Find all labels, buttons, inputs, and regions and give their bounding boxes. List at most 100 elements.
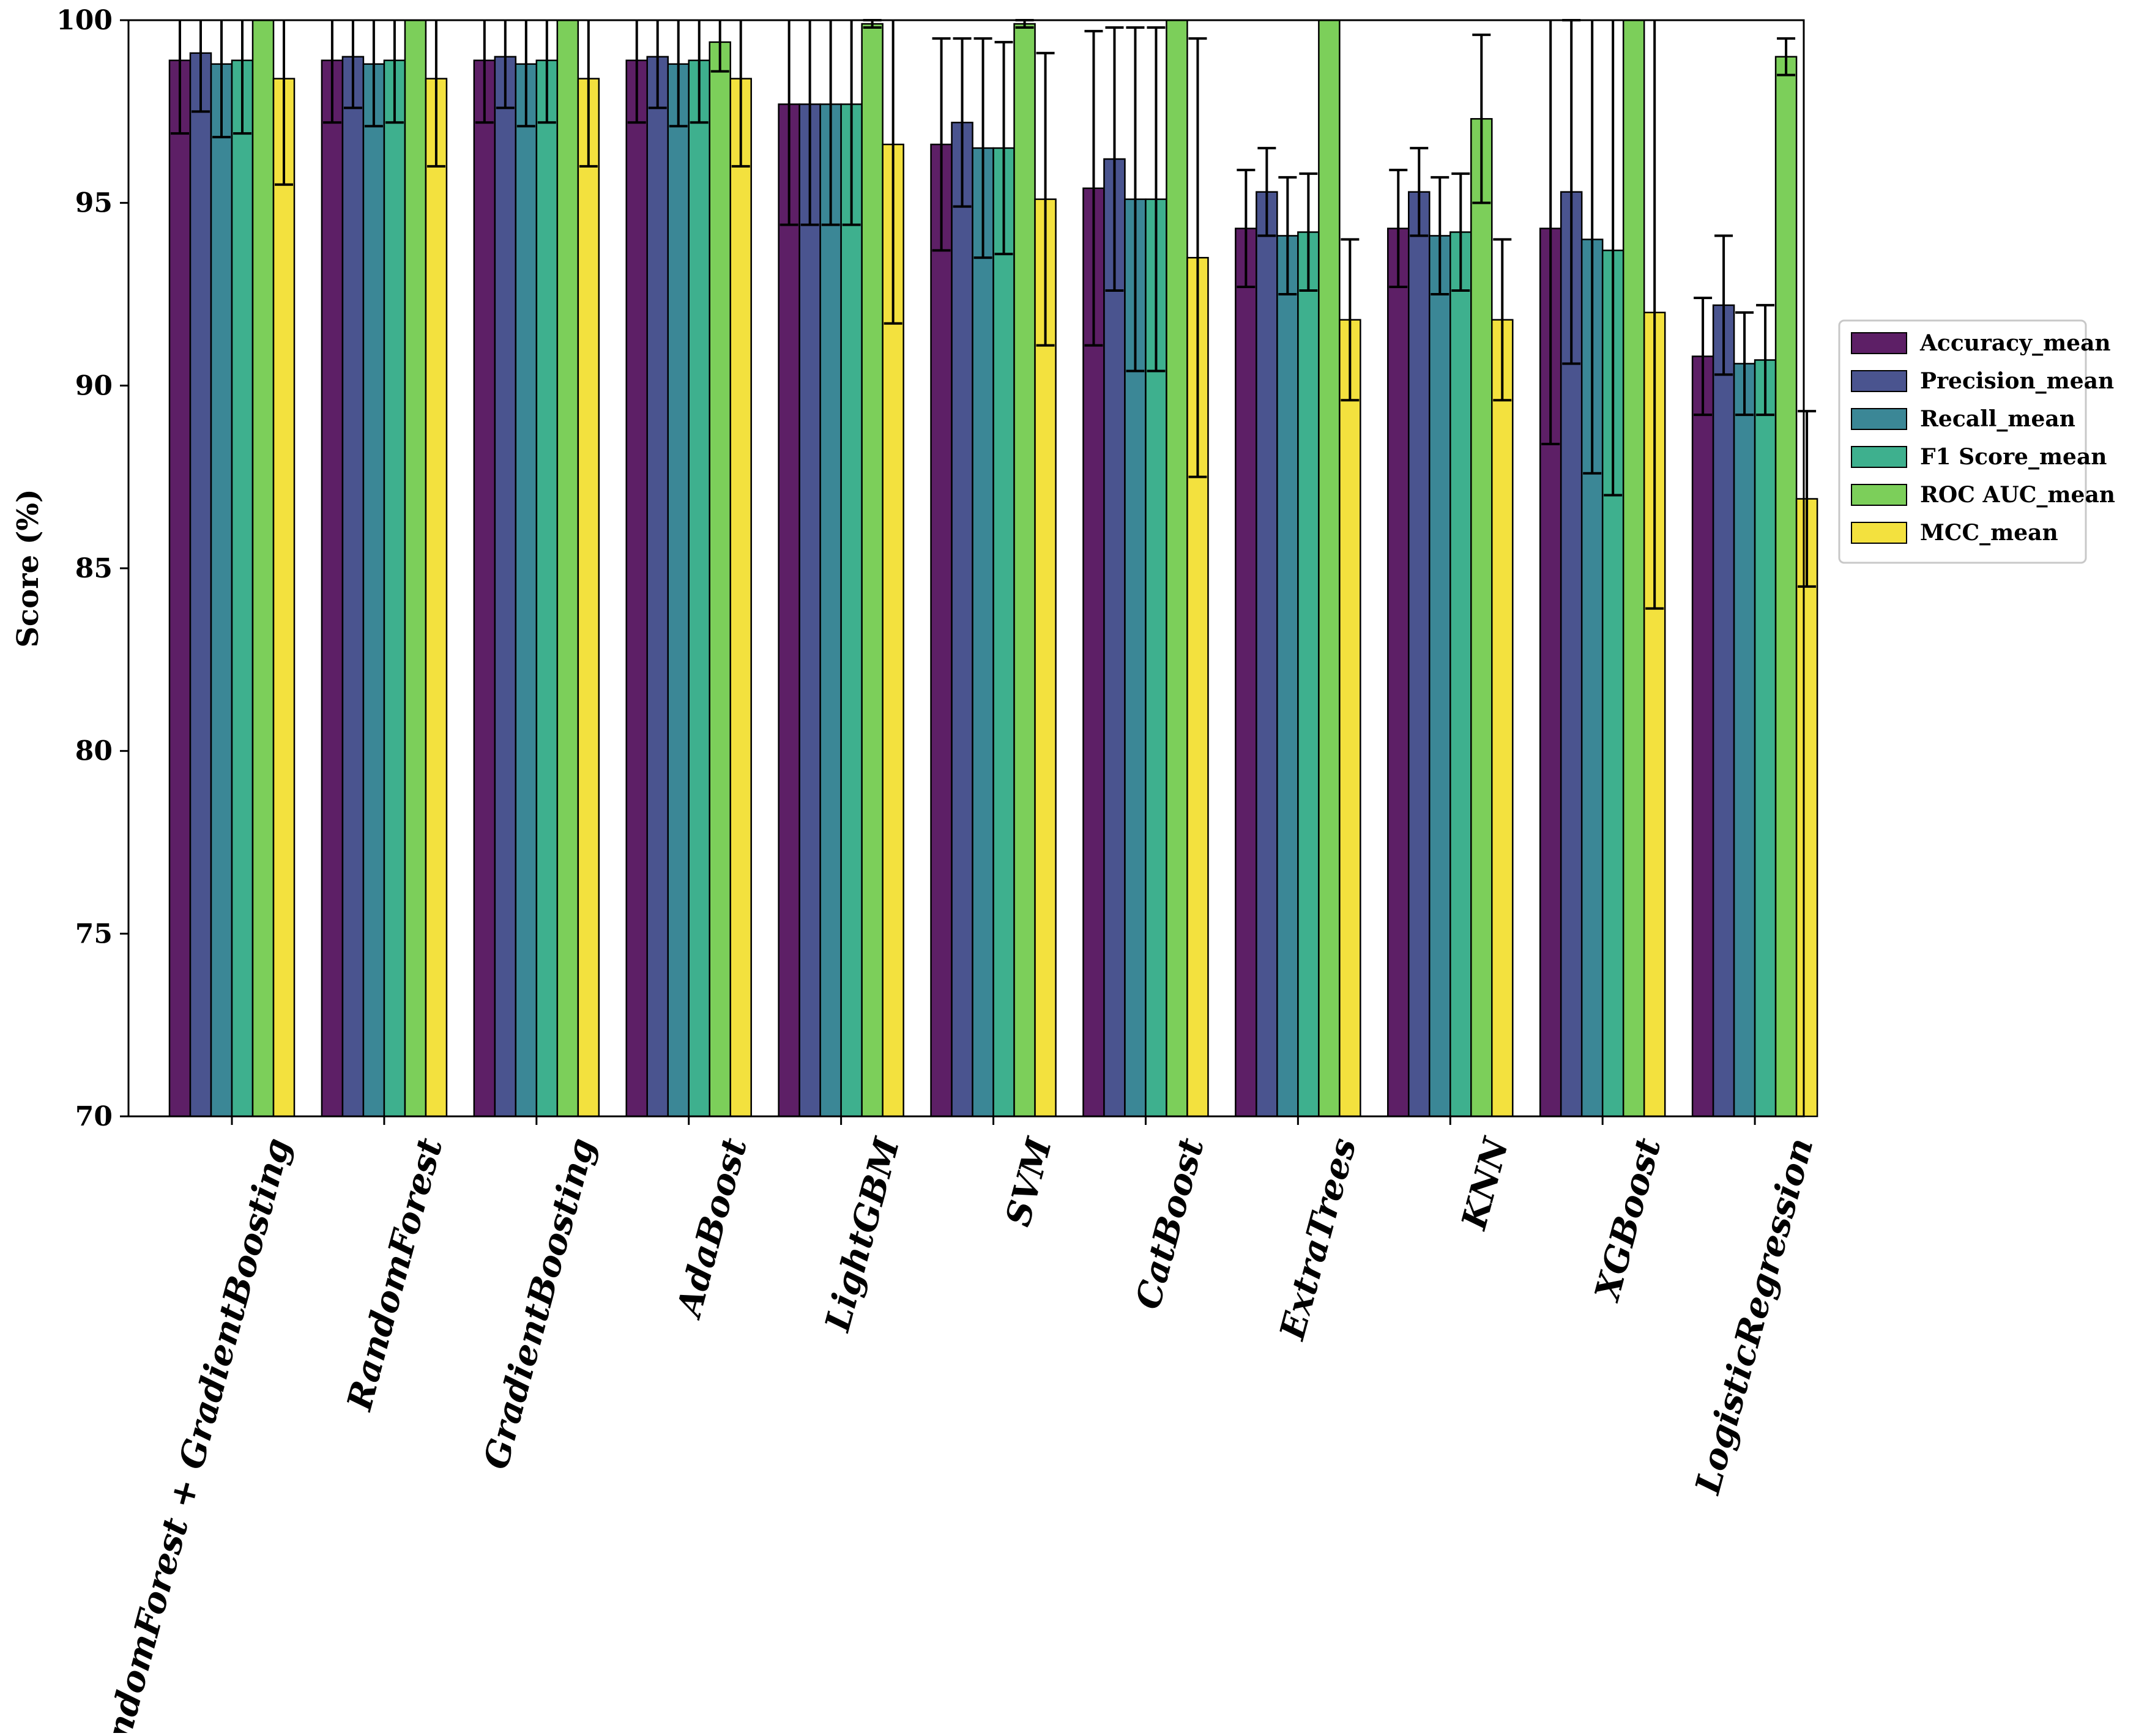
error-bar-f1-score-mean-svm (994, 40, 1013, 256)
bar-accuracy-mean-lightgbm (778, 103, 800, 1118)
bar-roc-auc-mean-knn (1470, 118, 1493, 1118)
bar-precision-mean-extratrees (1256, 191, 1278, 1118)
legend-swatch-roc-auc-mean (1851, 484, 1907, 506)
bar-precision-mean-randomforest-gradientboosting (189, 52, 212, 1118)
error-bar-precision-mean-adaboost (648, 20, 667, 109)
error-bar-accuracy-mean-xgboost (1541, 20, 1560, 445)
bar-roc-auc-mean-extratrees (1318, 19, 1341, 1118)
bar-accuracy-mean-knn (1387, 228, 1410, 1118)
y-tick-label: 70 (75, 1101, 113, 1132)
bar-roc-auc-mean-randomforest-gradientboosting (251, 19, 275, 1118)
error-bar-accuracy-mean-adaboost (627, 20, 646, 124)
y-axis-label: Score (%) (11, 489, 45, 647)
error-bar-f1-score-mean-randomforest-gradientboosting (233, 20, 251, 135)
bar-f1-score-mean-extratrees (1297, 231, 1320, 1118)
legend-label-roc-auc-mean: ROC AUC_mean (1920, 482, 2115, 508)
bar-precision-mean-catboost (1103, 158, 1126, 1118)
bar-recall-mean-randomforest-gradientboosting (210, 63, 233, 1118)
bar-precision-mean-logisticregression (1712, 304, 1735, 1118)
error-bar-mcc-mean-catboost (1188, 37, 1207, 478)
bar-roc-auc-mean-catboost (1166, 19, 1188, 1118)
error-bar-precision-mean-svm (953, 37, 972, 208)
bar-accuracy-mean-svm (930, 143, 953, 1118)
y-tick-label: 95 (75, 188, 113, 219)
bar-mcc-mean-randomforest-gradientboosting (272, 78, 296, 1118)
bar-mcc-mean-knn (1491, 319, 1514, 1118)
bar-accuracy-mean-extratrees (1235, 228, 1257, 1118)
bar-mcc-mean-adaboost (729, 78, 752, 1118)
error-bar-accuracy-mean-randomforest (322, 20, 341, 124)
bar-accuracy-mean-gradientboosting (473, 59, 496, 1118)
bar-roc-auc-mean-lightgbm (861, 23, 884, 1118)
error-bar-precision-mean-knn (1410, 147, 1429, 237)
bar-recall-mean-svm (972, 147, 994, 1118)
bar-f1-score-mean-randomforest (383, 59, 406, 1118)
bar-f1-score-mean-lightgbm (840, 103, 863, 1118)
error-bar-mcc-mean-svm (1036, 51, 1055, 347)
bar-roc-auc-mean-logisticregression (1774, 56, 1798, 1118)
error-bar-accuracy-mean-extratrees (1237, 168, 1256, 289)
legend: Accuracy_mean Precision_mean Recall_mean F1… (1838, 319, 2115, 564)
error-bar-precision-mean-catboost (1105, 26, 1124, 292)
y-tick-label: 85 (75, 553, 113, 584)
error-bar-f1-score-mean-extratrees (1299, 172, 1318, 292)
legend-label-precision-mean: Precision_mean (1920, 368, 2114, 394)
error-bar-mcc-mean-gradientboosting (579, 20, 598, 168)
error-bar-recall-mean-gradientboosting (516, 20, 535, 128)
bar-f1-score-mean-gradientboosting (535, 59, 559, 1118)
bar-precision-mean-adaboost (646, 56, 669, 1118)
bar-roc-auc-mean-svm (1013, 23, 1036, 1118)
bar-f1-score-mean-knn (1449, 231, 1472, 1118)
error-bar-recall-mean-svm (973, 37, 992, 259)
bar-recall-mean-knn (1429, 235, 1451, 1118)
error-bar-recall-mean-adaboost (669, 20, 688, 128)
error-bar-mcc-mean-randomforest (426, 20, 445, 168)
error-bar-accuracy-mean-gradientboosting (475, 20, 494, 124)
bar-recall-mean-extratrees (1276, 235, 1299, 1118)
legend-swatch-recall-mean (1851, 408, 1907, 430)
error-bar-accuracy-mean-lightgbm (780, 20, 798, 226)
legend-swatch-f1-score-mean (1851, 446, 1907, 468)
error-bar-f1-score-mean-xgboost (1604, 20, 1623, 497)
bar-precision-mean-randomforest (341, 56, 365, 1118)
bar-precision-mean-gradientboosting (494, 56, 517, 1118)
error-bar-recall-mean-lightgbm (821, 20, 840, 226)
legend-label-f1-score-mean: F1 Score_mean (1920, 444, 2107, 470)
bar-accuracy-mean-randomforest-gradientboosting (168, 59, 192, 1118)
error-bar-mcc-mean-xgboost (1645, 20, 1664, 610)
error-bar-recall-mean-logisticregression (1735, 311, 1754, 417)
bar-roc-auc-mean-gradientboosting (556, 19, 579, 1118)
error-bar-precision-mean-lightgbm (800, 20, 819, 226)
bar-f1-score-mean-svm (992, 147, 1015, 1118)
legend-swatch-mcc-mean (1851, 522, 1907, 544)
error-bar-mcc-mean-knn (1493, 238, 1512, 402)
error-bar-mcc-mean-extratrees (1341, 238, 1360, 402)
bar-mcc-mean-logisticregression (1795, 498, 1818, 1118)
bar-roc-auc-mean-adaboost (709, 41, 731, 1118)
legend-swatch-precision-mean (1851, 370, 1907, 392)
error-bar-recall-mean-catboost (1126, 26, 1145, 373)
legend-label-mcc-mean: MCC_mean (1920, 520, 2058, 546)
error-bar-precision-mean-logisticregression (1714, 234, 1733, 376)
error-bar-accuracy-mean-knn (1389, 168, 1408, 289)
error-bar-precision-mean-extratrees (1257, 147, 1276, 237)
legend-swatch-accuracy-mean (1851, 332, 1907, 354)
error-bar-mcc-mean-lightgbm (884, 20, 902, 325)
bar-mcc-mean-gradientboosting (577, 78, 600, 1118)
error-bar-recall-mean-randomforest (364, 20, 383, 128)
error-bar-recall-mean-xgboost (1583, 20, 1602, 475)
bar-precision-mean-svm (951, 122, 973, 1118)
bar-roc-auc-mean-randomforest (404, 19, 427, 1118)
error-bar-precision-mean-randomforest (343, 20, 362, 109)
bar-f1-score-mean-adaboost (688, 59, 710, 1118)
error-bar-roc-auc-mean-logisticregression (1777, 37, 1796, 76)
error-bars-layer (171, 19, 1817, 610)
legend-label-recall-mean: Recall_mean (1920, 406, 2075, 432)
error-bar-roc-auc-mean-knn (1472, 33, 1491, 204)
error-bar-accuracy-mean-randomforest-gradientboosting (171, 20, 189, 135)
legend-label-accuracy-mean: Accuracy_mean (1919, 330, 2111, 356)
y-tick-label: 100 (56, 5, 113, 36)
error-bar-precision-mean-gradientboosting (496, 20, 515, 109)
